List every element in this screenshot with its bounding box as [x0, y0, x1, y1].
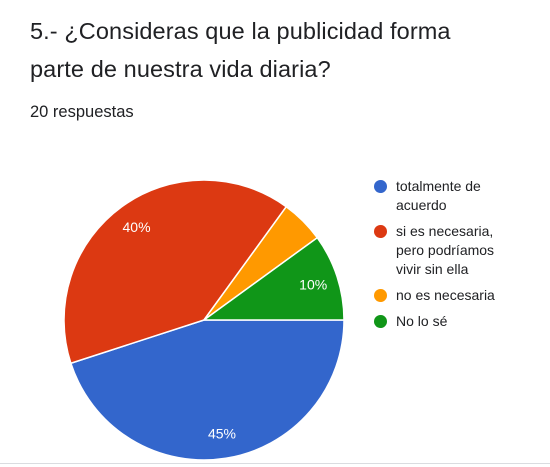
- legend-swatch-no-es-necesaria: [374, 289, 387, 302]
- pie-slice-label-0: 45%: [208, 425, 236, 441]
- legend-swatch-no-lo-se: [374, 315, 387, 328]
- question-title: 5.- ¿Consideras que la publicidad forma …: [30, 18, 451, 82]
- bottom-divider: [0, 463, 550, 464]
- pie-slice-1[interactable]: [63, 179, 288, 365]
- legend-label-no-lo-se: No lo sé: [396, 313, 448, 329]
- legend-item-si-es-necesaria[interactable]: si es necesaria, pero podríamos vivir si…: [374, 222, 521, 279]
- pie-slice-3[interactable]: [203, 236, 345, 321]
- pie-slice-label-3: 10%: [299, 277, 327, 293]
- legend-item-totalmente-de-acuerdo[interactable]: totalmente de acuerdo: [374, 177, 521, 215]
- legend-swatch-si-es-necesaria: [374, 225, 387, 238]
- response-count: 20 respuestas: [30, 103, 134, 121]
- legend-label-si-es-necesaria: si es necesaria, pero podríamos vivir si…: [396, 223, 495, 277]
- legend-swatch-totalmente-de-acuerdo: [374, 180, 387, 193]
- chart-legend: totalmente de acuerdo si es necesaria, p…: [374, 177, 550, 338]
- legend-item-no-es-necesaria[interactable]: no es necesaria: [374, 286, 521, 305]
- legend-label-totalmente-de-acuerdo: totalmente de acuerdo: [396, 178, 481, 213]
- pie-slice-label-1: 40%: [123, 219, 151, 235]
- legend-item-no-lo-se[interactable]: No lo sé: [374, 312, 521, 331]
- legend-label-no-es-necesaria: no es necesaria: [396, 287, 495, 303]
- pie-slice-0[interactable]: [70, 319, 345, 461]
